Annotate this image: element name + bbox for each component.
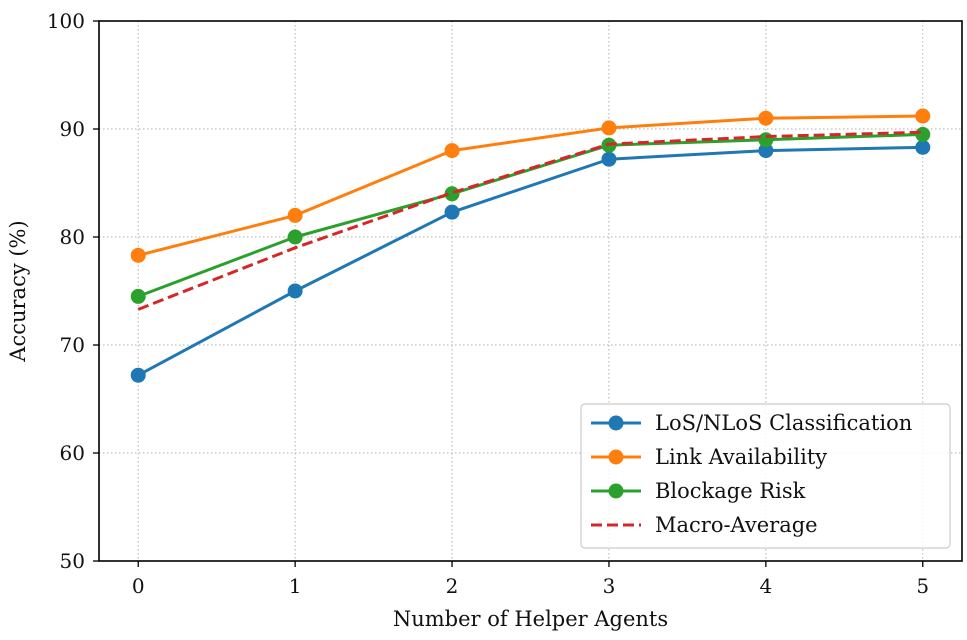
legend-item: Macro-Average — [591, 513, 818, 537]
y-tick-label: 50 — [60, 549, 85, 573]
y-tick-label: 60 — [60, 441, 85, 465]
data-point — [130, 367, 146, 383]
y-tick-label: 90 — [60, 117, 85, 141]
legend-label: LoS/NLoS Classification — [655, 411, 912, 435]
legend-box — [580, 403, 951, 549]
data-point — [915, 139, 931, 155]
data-point — [601, 120, 617, 136]
data-point — [287, 207, 303, 223]
series-line — [137, 130, 923, 311]
data-point — [758, 143, 774, 159]
x-tick-label: 4 — [759, 574, 772, 598]
legend-marker — [608, 483, 624, 499]
legend-marker — [608, 449, 624, 465]
series-los-nlos-classification — [130, 139, 931, 383]
axis-ticks: 0 1 2 3 4 5 50 60 70 80 90 100 — [47, 9, 929, 598]
data-point — [130, 288, 146, 304]
data-point — [287, 283, 303, 299]
legend-item: LoS/NLoS Classification — [591, 411, 912, 435]
y-tick-label: 70 — [60, 333, 85, 357]
legend-item: Blockage Risk — [591, 479, 806, 503]
x-tick-label: 3 — [603, 574, 616, 598]
y-axis-label: Accuracy (%) — [6, 220, 30, 362]
series-line — [136, 132, 925, 298]
legend-label: Blockage Risk — [655, 479, 806, 503]
x-axis-label: Number of Helper Agents — [393, 607, 668, 631]
x-tick-label: 5 — [916, 574, 929, 598]
data-point — [758, 132, 774, 148]
data-point — [444, 143, 460, 159]
x-tick-label: 2 — [446, 574, 459, 598]
data-point — [444, 204, 460, 220]
series-line — [136, 114, 925, 257]
legend-label: Link Availability — [655, 445, 827, 469]
series-layer — [130, 108, 931, 383]
x-tick-label: 0 — [132, 574, 145, 598]
data-point — [915, 126, 931, 142]
series-blockage-risk — [130, 126, 931, 304]
legend-marker — [608, 415, 624, 431]
data-point — [915, 108, 931, 124]
series-line — [136, 145, 925, 377]
plot-frame — [98, 20, 963, 562]
legend-label: Macro-Average — [655, 513, 818, 537]
legend: LoS/NLoS Classification Link Availability… — [580, 403, 951, 549]
legend-item: Link Availability — [591, 445, 827, 469]
y-tick-label: 100 — [47, 9, 85, 33]
data-point — [601, 151, 617, 167]
data-point — [130, 247, 146, 263]
series-link-availability — [130, 108, 931, 263]
y-tick-label: 80 — [60, 225, 85, 249]
x-tick-label: 1 — [289, 574, 302, 598]
series-macro-average — [137, 130, 923, 311]
data-point — [758, 110, 774, 126]
data-point — [287, 229, 303, 245]
